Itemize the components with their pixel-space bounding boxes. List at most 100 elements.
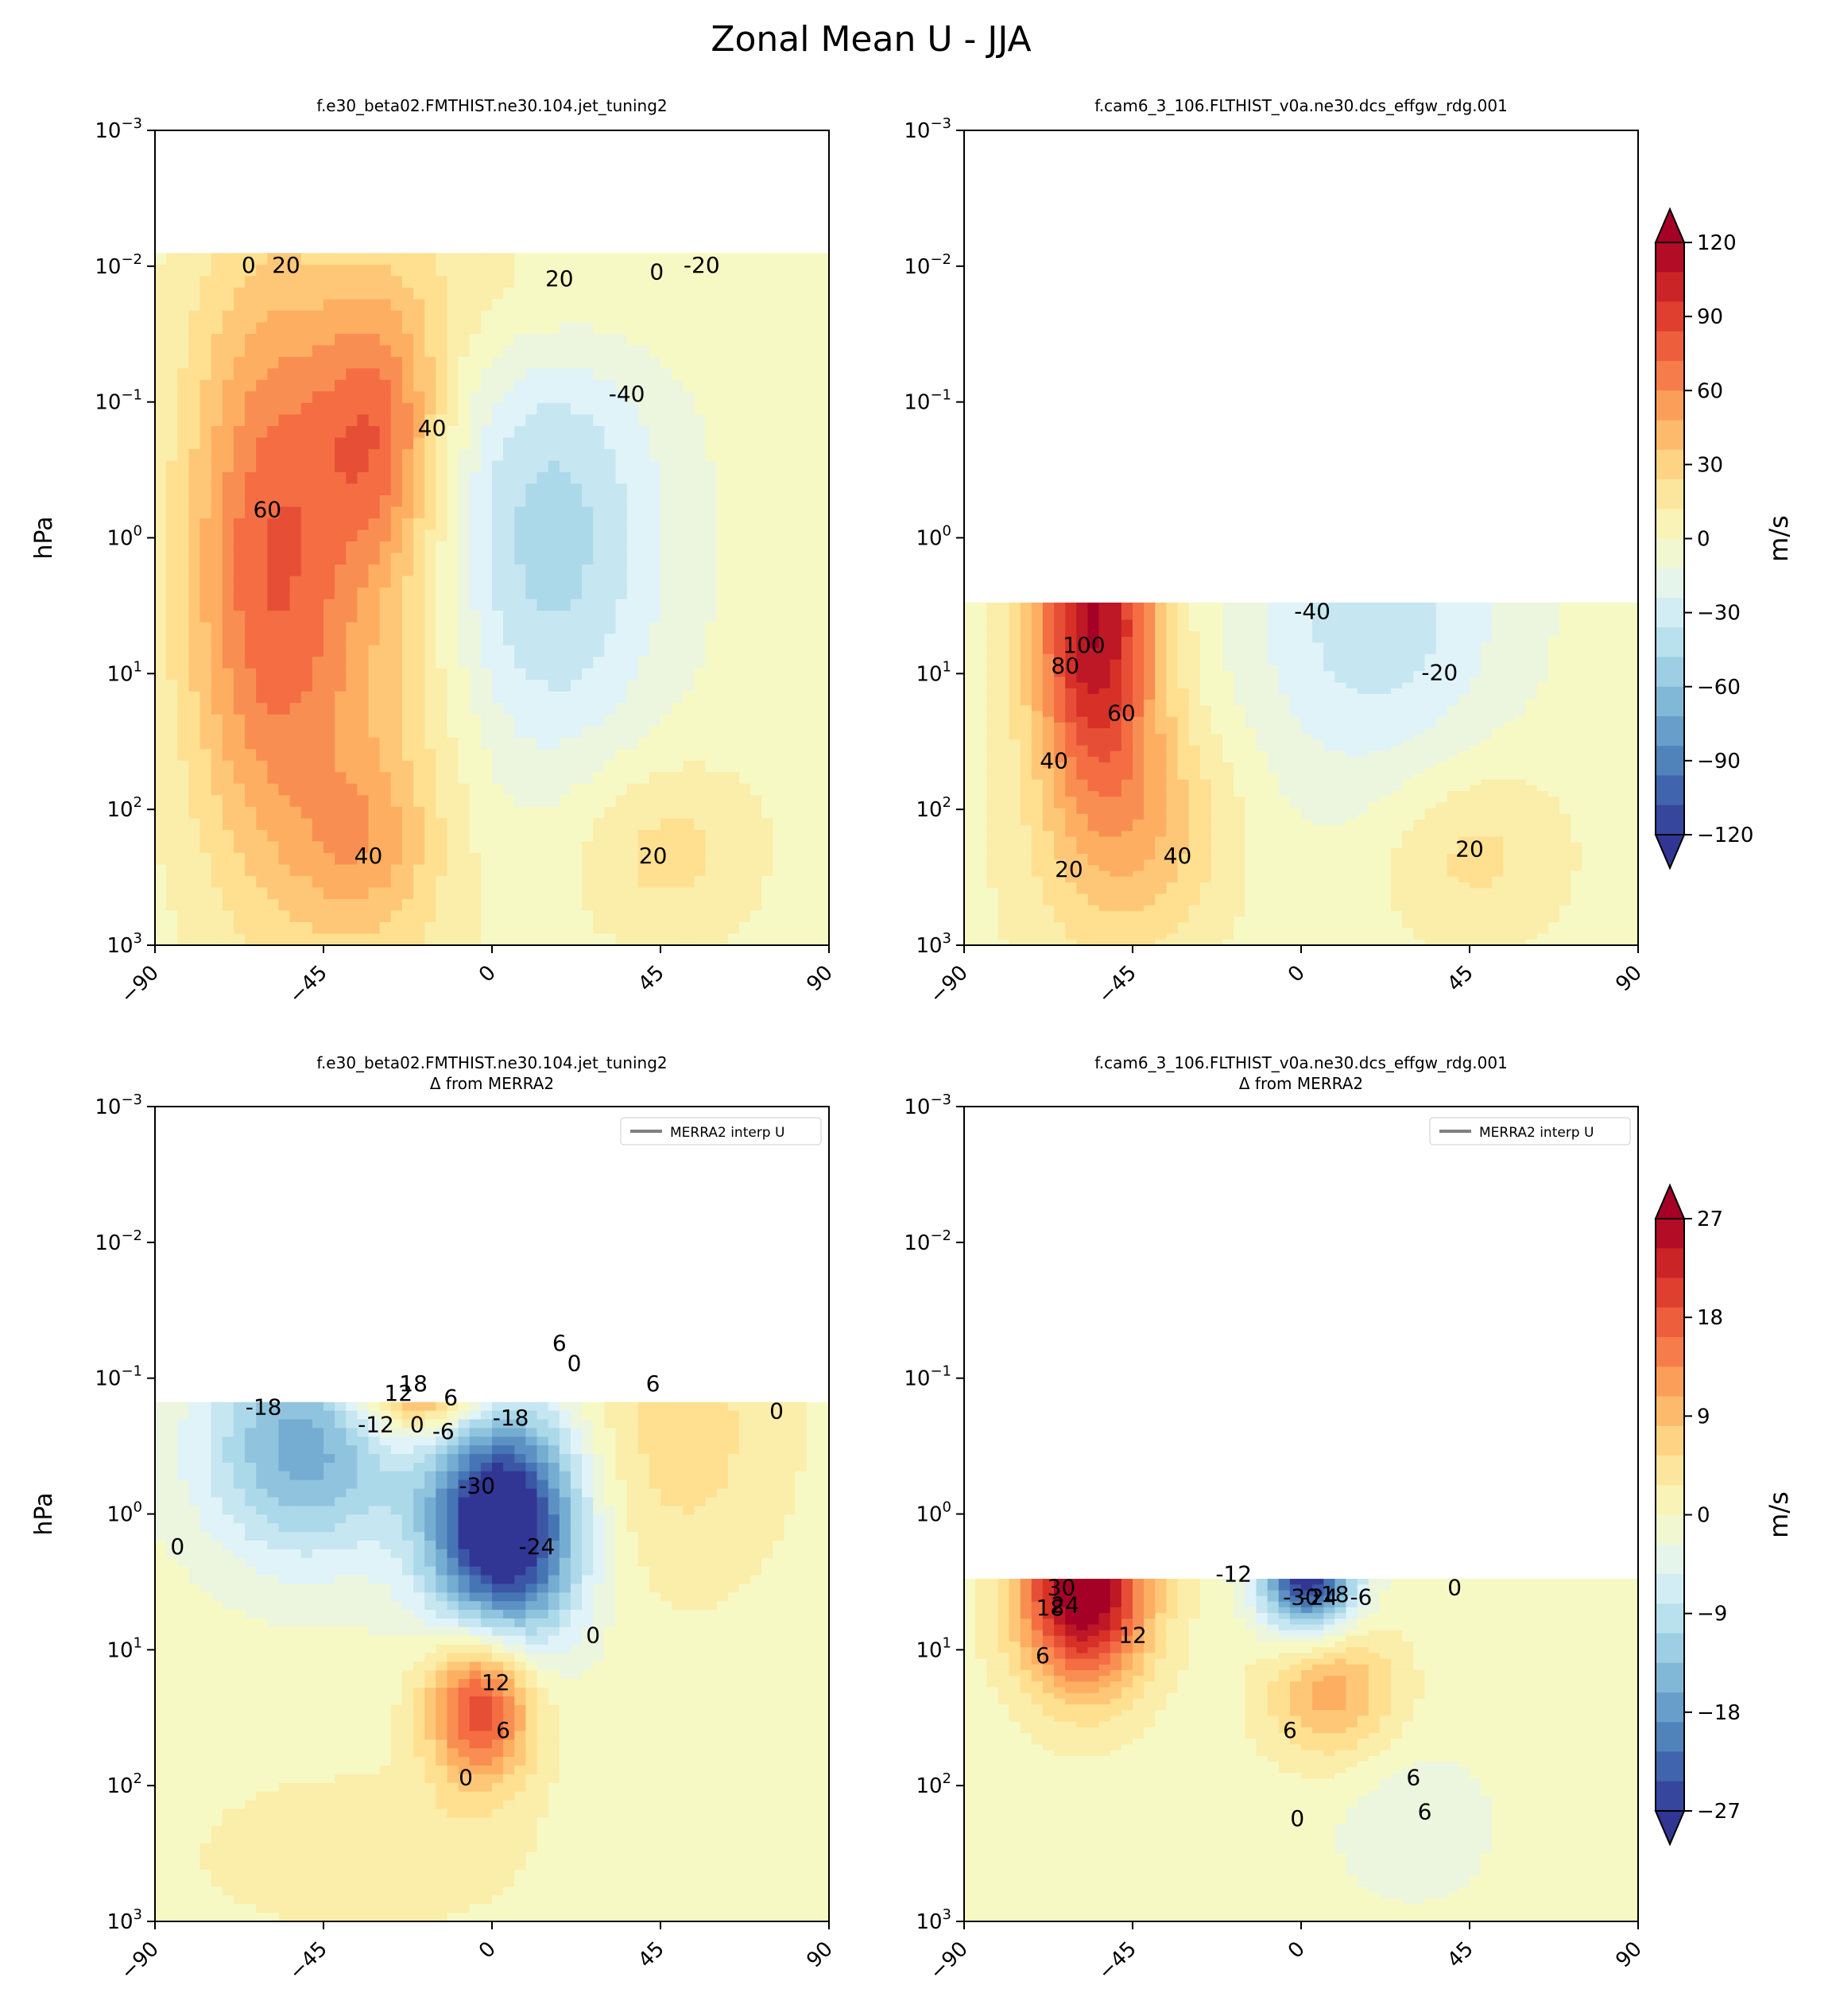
field-cell: [503, 368, 515, 381]
field-cell: [683, 841, 695, 854]
field-cell: [323, 299, 335, 312]
field-cell: [222, 483, 234, 496]
field-cell: [368, 622, 381, 634]
field-cell: [1110, 734, 1122, 740]
field-cell: [503, 852, 515, 865]
field-cell: [773, 657, 784, 669]
field-cell: [323, 310, 335, 323]
field-cell: [335, 276, 347, 289]
field-cell: [379, 437, 392, 450]
field-cell: [335, 449, 347, 462]
field-cell: [323, 841, 335, 854]
field-cell: [536, 875, 549, 888]
field-cell: [750, 887, 762, 900]
field-cell: [637, 634, 650, 646]
field-cell: [1098, 870, 1111, 878]
field-cell: [1144, 711, 1156, 718]
field-cell: [233, 645, 246, 657]
field-cell: [379, 402, 392, 415]
field-cell: [199, 714, 212, 727]
field-cell: [379, 368, 392, 381]
field-cell: [536, 841, 549, 854]
field-cell: [155, 645, 167, 657]
field-cell: [503, 634, 515, 646]
field-cell: [177, 587, 189, 600]
field-cell: [155, 887, 167, 900]
field-cell: [503, 391, 515, 404]
field-cell: [323, 322, 335, 335]
field-cell: [773, 634, 784, 646]
field-cell: [514, 864, 526, 877]
field-cell: [312, 852, 324, 865]
field-cell: [626, 668, 639, 680]
field-cell: [1144, 653, 1156, 661]
field-cell: [1155, 859, 1167, 866]
field-cell: [1098, 705, 1111, 712]
field-cell: [447, 680, 459, 692]
field-cell: [817, 529, 830, 542]
field-cell: [1133, 614, 1145, 621]
field-cell: [1098, 734, 1111, 740]
field-cell: [582, 472, 594, 485]
field-cell: [795, 287, 808, 300]
field-cell: [672, 634, 684, 646]
field-cell: [1009, 910, 1021, 917]
field-cell: [233, 483, 246, 496]
field-cell: [975, 637, 987, 643]
field-cell: [637, 529, 650, 542]
field-cell: [199, 760, 212, 773]
field-cell: [705, 414, 718, 427]
field-cell: [582, 703, 594, 715]
field-cell: [986, 791, 998, 797]
field-cell: [716, 576, 729, 588]
field-cell: [604, 818, 616, 831]
field-cell: [727, 599, 740, 611]
field-cell: [997, 648, 1010, 655]
field-cell: [1020, 842, 1032, 849]
field-cell: [637, 483, 650, 496]
field-cell: [1144, 905, 1156, 912]
field-cell: [683, 829, 695, 842]
field-cell: [199, 875, 212, 888]
field-cell: [1155, 894, 1167, 901]
field-cell: [660, 541, 672, 554]
field-cell: [817, 634, 830, 646]
field-cell: [1054, 802, 1066, 809]
field-cell: [245, 599, 257, 611]
field-cell: [1166, 757, 1179, 763]
field-cell: [559, 483, 571, 496]
field-cell: [1199, 659, 1212, 666]
field-cell: [964, 791, 976, 797]
field-cell: [750, 437, 762, 450]
field-cell: [570, 506, 583, 519]
field-cell: [806, 703, 819, 715]
field-cell: [480, 576, 493, 588]
field-cell: [514, 922, 526, 935]
field-cell: [222, 645, 234, 657]
field-cell: [1177, 888, 1190, 894]
field-cell: [997, 917, 1010, 923]
field-cell: [1098, 762, 1111, 769]
field-cell: [278, 356, 291, 369]
field-cell: [1020, 876, 1032, 883]
field-cell: [626, 910, 639, 923]
field-cell: [199, 333, 212, 346]
field-cell: [525, 483, 538, 496]
field-cell: [357, 772, 370, 785]
field-cell: [582, 611, 594, 623]
field-cell: [503, 772, 515, 785]
field-cell: [503, 299, 515, 312]
field-cell: [1133, 870, 1145, 878]
field-cell: [1166, 797, 1179, 803]
field-cell: [1188, 859, 1201, 866]
field-cell: [379, 737, 392, 750]
field-cell: [660, 402, 672, 415]
field-cell: [346, 668, 358, 680]
field-cell: [1009, 603, 1021, 609]
field-cell: [1087, 802, 1100, 809]
field-cell: [672, 703, 684, 715]
field-cell: [256, 737, 268, 750]
field-cell: [806, 287, 819, 300]
field-cell: [660, 737, 672, 750]
field-cell: [727, 529, 740, 542]
